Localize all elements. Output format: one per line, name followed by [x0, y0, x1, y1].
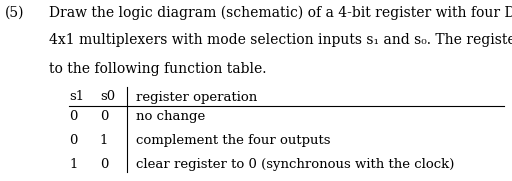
Text: Draw the logic diagram (schematic) of a 4-bit register with four D flip-flops an: Draw the logic diagram (schematic) of a …: [49, 5, 512, 20]
Text: clear register to 0 (synchronous with the clock): clear register to 0 (synchronous with th…: [136, 158, 454, 171]
Text: 0: 0: [100, 158, 108, 171]
Text: s1: s1: [69, 90, 84, 104]
Text: (5): (5): [5, 5, 25, 19]
Text: 4x1 multiplexers with mode selection inputs s₁ and s₀. The register operates acc: 4x1 multiplexers with mode selection inp…: [49, 33, 512, 47]
Text: 0: 0: [69, 134, 77, 147]
Text: 1: 1: [69, 158, 77, 171]
Text: register operation: register operation: [136, 90, 257, 104]
Text: s0: s0: [100, 90, 115, 104]
Text: 0: 0: [100, 110, 108, 123]
Text: complement the four outputs: complement the four outputs: [136, 134, 330, 147]
Text: to the following function table.: to the following function table.: [49, 62, 266, 75]
Text: 1: 1: [100, 134, 108, 147]
Text: 0: 0: [69, 110, 77, 123]
Text: no change: no change: [136, 110, 205, 123]
